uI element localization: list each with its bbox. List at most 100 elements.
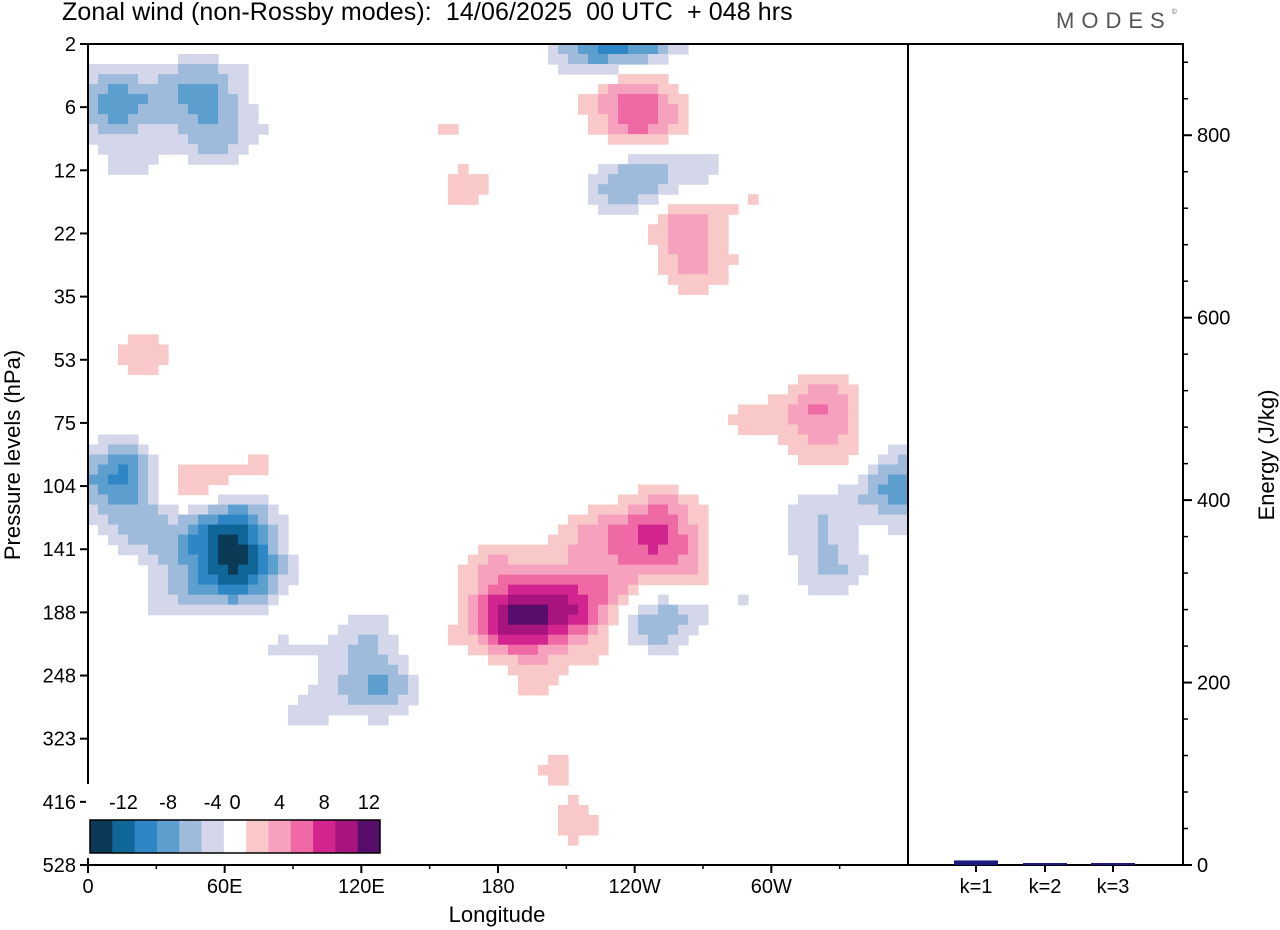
- heatmap-cell: [698, 204, 709, 215]
- heatmap-cell: [548, 614, 559, 626]
- heatmap-cell: [798, 394, 809, 406]
- heatmap-cell: [668, 544, 679, 556]
- heatmap-cell: [558, 574, 569, 586]
- heatmap-cell: [818, 434, 829, 446]
- heatmap-cell: [688, 564, 699, 576]
- heatmap-cell: [198, 134, 209, 145]
- x-tick-label: 120E: [338, 876, 385, 898]
- heatmap-cell: [198, 144, 209, 155]
- heatmap-cell: [178, 124, 189, 135]
- heatmap-cell: [508, 614, 519, 626]
- heatmap-cell: [378, 624, 389, 636]
- heatmap-cell: [488, 614, 499, 626]
- heatmap-cell: [568, 654, 579, 666]
- heatmap-cell: [528, 684, 539, 696]
- heatmap-cell: [118, 164, 129, 175]
- heatmap-cell: [688, 244, 699, 255]
- heatmap-cell: [298, 714, 309, 726]
- heatmap-cell: [628, 184, 639, 195]
- heatmap-cell: [198, 464, 209, 476]
- heatmap-cell: [98, 434, 109, 446]
- heatmap-cell: [608, 504, 619, 516]
- heatmap-cell: [688, 604, 699, 616]
- heatmap-cell: [658, 504, 669, 516]
- heatmap-cell: [618, 134, 629, 145]
- heatmap-cell: [328, 644, 339, 656]
- heatmap-cell: [148, 334, 159, 345]
- heatmap-cell: [138, 344, 149, 355]
- heatmap-cell: [388, 684, 399, 696]
- heatmap-cell: [188, 584, 199, 596]
- heatmap-cell: [618, 544, 629, 556]
- colorbar-swatch: [179, 820, 202, 853]
- heatmap-cell: [678, 514, 689, 526]
- heatmap-cell: [238, 74, 249, 85]
- heatmap-cell: [848, 544, 859, 556]
- heatmap-cell: [798, 424, 809, 436]
- heatmap-cell: [228, 494, 239, 506]
- heatmap-cell: [98, 524, 109, 536]
- heatmap-cell: [238, 124, 249, 135]
- colorbar-swatch: [223, 820, 247, 853]
- heatmap-cell: [628, 544, 639, 556]
- heatmap-cell: [88, 504, 99, 516]
- heatmap-cell: [648, 564, 659, 576]
- bar-category-label: k=1: [960, 876, 993, 898]
- heatmap-cell: [858, 494, 869, 506]
- heatmap-cell: [378, 654, 389, 666]
- heatmap-cell: [158, 354, 169, 365]
- heatmap-cell: [218, 64, 229, 75]
- heatmap-cell: [158, 344, 169, 355]
- heatmap-cell: [758, 404, 769, 416]
- heatmap-cell: [888, 504, 899, 516]
- y-axis-label: Pressure levels (hPa): [0, 350, 25, 560]
- heatmap-cell: [588, 824, 599, 836]
- heatmap-cell: [598, 624, 609, 636]
- energy-tick-label: 200: [1197, 673, 1230, 695]
- heatmap-cell: [338, 624, 349, 636]
- heatmap-cell: [158, 574, 169, 586]
- heatmap-cell: [178, 464, 189, 476]
- heatmap-cell: [648, 484, 659, 496]
- heatmap-cell: [678, 104, 689, 115]
- heatmap-cell: [488, 584, 499, 596]
- y-tick-label: 6: [65, 97, 76, 119]
- heatmap-cell: [248, 464, 259, 476]
- colorbar-label: -12: [109, 792, 138, 814]
- heatmap-cell: [88, 124, 99, 135]
- heatmap-cell: [128, 494, 139, 506]
- chart-title: Zonal wind (non-Rossby modes): 14/06/202…: [62, 0, 793, 26]
- heatmap-cell: [488, 634, 499, 646]
- heatmap-cell: [158, 514, 169, 526]
- heatmap-cell: [688, 614, 699, 626]
- heatmap-cell: [458, 564, 469, 576]
- heatmap-cell: [388, 694, 399, 706]
- heatmap-cell: [138, 134, 149, 145]
- heatmap-cell: [708, 164, 719, 175]
- heatmap-cell: [608, 134, 619, 145]
- heatmap-cell: [208, 154, 219, 165]
- heatmap-cell: [508, 594, 519, 606]
- heatmap-cell: [888, 464, 899, 476]
- heatmap-cell: [588, 584, 599, 596]
- heatmap-cell: [648, 94, 659, 105]
- heatmap-cell: [768, 394, 779, 406]
- heatmap-cell: [468, 604, 479, 616]
- heatmap-cell: [658, 154, 669, 165]
- heatmap-cell: [178, 64, 189, 75]
- heatmap-cell: [278, 584, 289, 596]
- heatmap-cell: [218, 584, 229, 596]
- heatmap-cell: [448, 174, 459, 185]
- heatmap-cell: [828, 454, 839, 466]
- heatmap-cell: [848, 514, 859, 526]
- heatmap-cell: [798, 524, 809, 536]
- heatmap-cell: [718, 264, 729, 275]
- heatmap-cell: [668, 84, 679, 95]
- heatmap-cell: [138, 494, 149, 506]
- heatmap-cell: [248, 514, 259, 526]
- heatmap-cell: [818, 544, 829, 556]
- heatmap-cell: [138, 504, 149, 516]
- y-tick-label: 12: [54, 160, 76, 182]
- heatmap-cell: [138, 144, 149, 155]
- heatmap-cell: [828, 384, 839, 396]
